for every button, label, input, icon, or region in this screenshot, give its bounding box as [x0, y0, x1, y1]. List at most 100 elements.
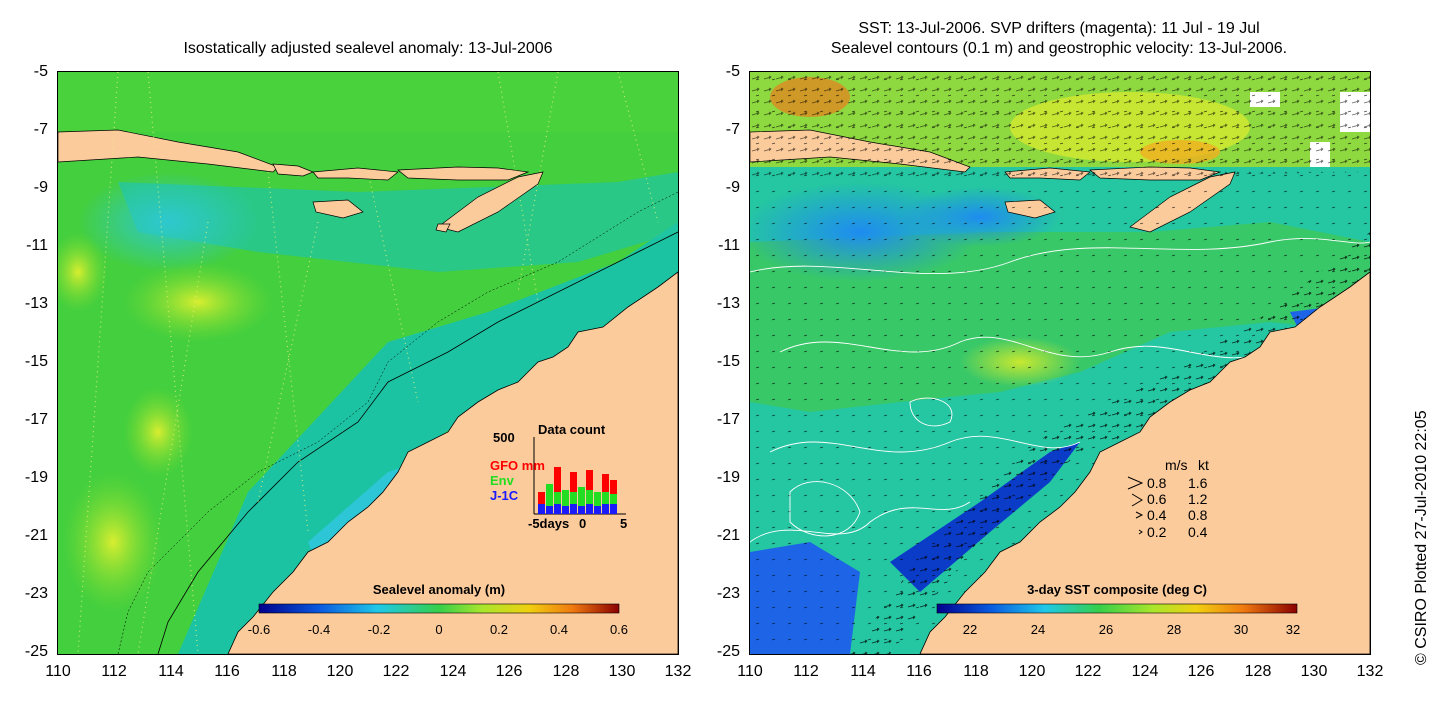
anomaly-high-4: [58, 232, 108, 312]
y-tick: -11: [26, 237, 48, 254]
sealevel-colorbar-tick: -0.4: [308, 622, 330, 637]
sealevel-colorbar-tick: 0: [435, 622, 442, 637]
sealevel-colorbar: [258, 603, 620, 614]
svg-text:1.6: 1.6: [1188, 475, 1208, 491]
north-teal-area: [118, 172, 678, 272]
copyright-text: © CSIRO Plotted 27-Jul-2010 22:05: [1413, 410, 1430, 665]
island-flores: [397, 166, 530, 181]
velocity-arrow-06: [1131, 493, 1143, 507]
y-tick: -13: [716, 295, 740, 312]
y-tick: -25: [716, 643, 740, 660]
y-tick: -11: [718, 237, 740, 254]
y-tick: -23: [24, 585, 48, 602]
y-tick: -21: [24, 527, 48, 544]
y-tick: -17: [24, 411, 48, 428]
sealevel-colorbar-tick: -0.6: [248, 622, 270, 637]
x-tick: 120: [326, 663, 354, 680]
y-tick: -23: [716, 585, 740, 602]
x-tick: 130: [1300, 663, 1328, 680]
anomaly-high-1: [123, 262, 273, 342]
sealevel-colorbar-tick: 0.4: [550, 622, 568, 637]
sealevel-colorbar-label: Sealevel anomaly (m): [373, 582, 505, 597]
sealevel-colorbar-tick: 0.2: [490, 622, 508, 637]
anomaly-high-2: [63, 472, 163, 612]
inset-bars: [538, 467, 617, 514]
velocity-arrow-02: [1138, 529, 1143, 535]
sealevel-contours: [750, 238, 1370, 543]
svg-text:0.4: 0.4: [1188, 524, 1208, 540]
sst-colorbar-tick: 28: [1167, 622, 1181, 637]
x-tick: 118: [963, 663, 989, 680]
x-tick: 128: [1244, 663, 1272, 680]
sst-colorbar-label: 3-day SST composite (deg C): [1027, 582, 1207, 597]
inset-xlabel-right: 5: [620, 516, 627, 531]
y-tick: -17: [716, 411, 740, 428]
sealevel-anomaly-map[interactable]: Sealevel anomaly (m) -0.6 -0.4 -0.2 0 0.…: [57, 71, 679, 655]
velocity-arrow-04: [1135, 511, 1144, 519]
x-tick: 130: [608, 663, 636, 680]
svg-text:0.4: 0.4: [1147, 507, 1167, 523]
sealevel-colorbar-tick: 0.6: [610, 622, 628, 637]
left-panel-title: Isostatically adjusted sealevel anomaly:…: [183, 40, 553, 57]
y-tick: -15: [716, 353, 740, 370]
right-panel-title-line1: SST: 13-Jul-2006. SVP drifters (magenta)…: [858, 20, 1260, 37]
isobath-200m: [157, 231, 678, 654]
x-tick: 112: [793, 663, 819, 680]
australia-landmass: [227, 271, 678, 654]
svg-text:0.8: 0.8: [1188, 507, 1208, 523]
x-tick: 120: [1018, 663, 1046, 680]
sst-colorbar-tick: 30: [1234, 622, 1248, 637]
sst-colorbar-tick: 26: [1099, 622, 1113, 637]
anomaly-high-3: [123, 387, 193, 477]
sst-colorbar-tick: 32: [1286, 622, 1300, 637]
y-tick: -7: [33, 121, 48, 138]
velocity-dense-band: [750, 72, 1370, 182]
x-tick: 132: [664, 663, 692, 680]
y-tick: -7: [725, 121, 740, 138]
inset-ymax: 500: [493, 430, 515, 445]
y-tick: -9: [33, 179, 48, 196]
inset-title: Data count: [538, 422, 606, 437]
x-tick: 110: [45, 663, 71, 680]
svg-text:0.6: 0.6: [1147, 491, 1167, 507]
sst-map[interactable]: m/s kt 0.8 1.6 0.6 1.2 0.4 0.8 0.2 0.4 3…: [749, 71, 1371, 655]
island-roti: [435, 223, 451, 233]
x-tick: 122: [1074, 663, 1102, 680]
y-tick: -25: [24, 643, 48, 660]
right-panel-title-line2: Sealevel contours (0.1 m) and geostrophi…: [830, 40, 1288, 57]
sst-colorbar-tick: 22: [963, 622, 977, 637]
x-tick: 124: [439, 663, 467, 680]
sst-colorbar-ticks: 22 24 26 28 30 32: [963, 622, 1300, 637]
x-tick: 110: [737, 663, 763, 680]
y-tick: -21: [716, 527, 740, 544]
island-bali-lombok: [272, 163, 314, 177]
x-tick: 118: [271, 663, 297, 680]
x-tick: 128: [552, 663, 580, 680]
island-sumba: [312, 199, 364, 219]
inset-legend-gfo: GFO mm: [490, 458, 545, 473]
sealevel-colorbar-tick: -0.2: [368, 622, 390, 637]
y-tick: -13: [24, 295, 48, 312]
svg-text:0.2: 0.2: [1147, 524, 1167, 540]
sst-colorbar-tick: 24: [1031, 622, 1045, 637]
x-tick: 126: [495, 663, 523, 680]
x-tick: 114: [850, 663, 876, 680]
y-tick: -15: [24, 353, 48, 370]
sealevel-colorbar-ticks: -0.6 -0.4 -0.2 0 0.2 0.4 0.6: [248, 622, 628, 637]
y-tick: -5: [33, 63, 48, 80]
velocity-dense-shelf: [850, 232, 1370, 654]
inset-legend-env: Env: [490, 473, 515, 488]
velocity-arrow-08: [1127, 476, 1144, 490]
island-sumbawa: [312, 167, 399, 181]
australia-landmass: [919, 271, 1370, 654]
velocity-legend-kt-header: kt: [1198, 457, 1209, 473]
altimeter-tracks: [77, 72, 659, 654]
inset-xlabel-mid: 0: [579, 516, 586, 531]
x-tick: 116: [906, 663, 932, 680]
y-tick: -9: [725, 179, 740, 196]
svg-text:1.2: 1.2: [1188, 491, 1208, 507]
shelf-teal-area: [178, 222, 678, 654]
svg-text:0.8: 0.8: [1147, 475, 1167, 491]
velocity-legend-ms-header: m/s: [1165, 457, 1188, 473]
inset-xlabel-left: -5days: [528, 516, 569, 531]
